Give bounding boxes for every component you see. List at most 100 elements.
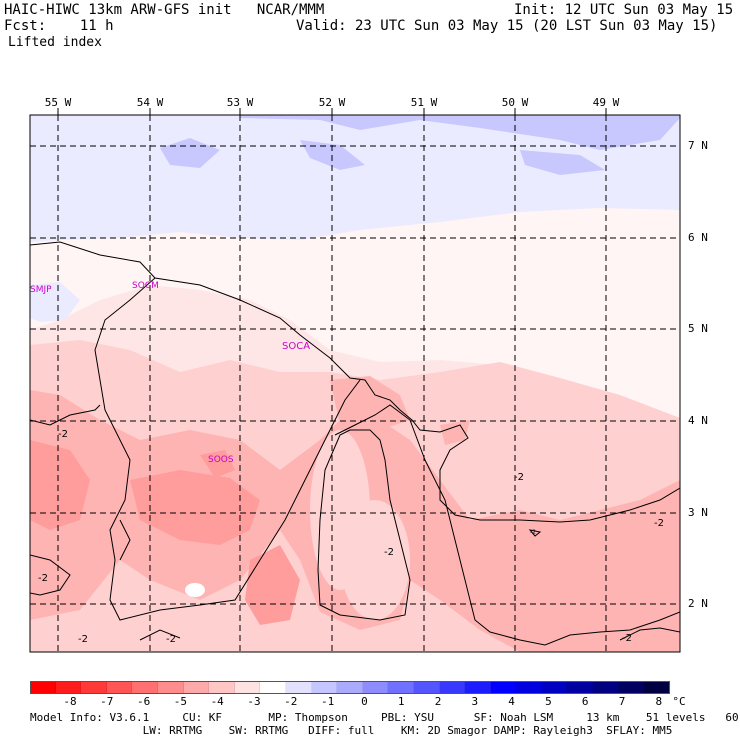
colorbar-swatch bbox=[260, 681, 286, 694]
colorbar-swatch bbox=[362, 681, 389, 694]
colorbar-swatch bbox=[81, 681, 107, 694]
model-info-line2: LW: RRTMG SW: RRTMG DIFF: full KM: 2D Sm… bbox=[30, 724, 673, 737]
forecast-hour: Fcst: 11 h bbox=[4, 18, 114, 34]
colorbar-swatch bbox=[337, 681, 363, 694]
contour-label: -2 bbox=[58, 429, 68, 440]
contour-label: -2 bbox=[384, 547, 394, 558]
axis-ticks bbox=[57, 108, 607, 115]
contour-minus-2 bbox=[119, 519, 131, 561]
colorbar-tick-label: 4 bbox=[508, 695, 515, 708]
field-region-positive-strong bbox=[520, 150, 605, 175]
colorbar-tick-label: 6 bbox=[581, 695, 589, 708]
contour-label: -2 bbox=[530, 529, 536, 536]
field-region-negative-3 bbox=[30, 440, 90, 530]
colorbar-tick-label: 3 bbox=[471, 695, 479, 708]
colorbar-swatch bbox=[285, 681, 312, 694]
lat-label: 2 N bbox=[688, 597, 708, 610]
lon-label: 51 W bbox=[410, 96, 438, 109]
station-label: SOCM bbox=[132, 281, 159, 291]
colorbar-swatch bbox=[234, 681, 261, 694]
colorbar-swatch bbox=[30, 681, 56, 694]
lat-lon-grid bbox=[30, 115, 680, 652]
init-time: Init: 12 UTC Sun 03 May 15 bbox=[514, 2, 734, 18]
station-label: SOCA bbox=[282, 341, 310, 352]
lon-label: 54 W bbox=[136, 96, 164, 109]
lon-label: 55 W bbox=[44, 96, 72, 109]
lon-label: 53 W bbox=[226, 96, 254, 109]
colorbar-swatch bbox=[439, 681, 466, 694]
valid-time: Valid: 23 UTC Sun 03 May 15 (20 LST Sun … bbox=[296, 18, 718, 34]
field-region-neutral bbox=[185, 583, 205, 597]
colorbar-swatch bbox=[183, 681, 210, 694]
colorbar-tick-label: -1 bbox=[320, 695, 335, 708]
lat-label: 5 N bbox=[688, 322, 708, 335]
colorbar-tick-label: 7 bbox=[618, 695, 626, 708]
colorbar-swatch bbox=[132, 681, 158, 694]
colorbar-swatch bbox=[593, 681, 619, 694]
colorbar-tick-label: -7 bbox=[100, 695, 114, 708]
colorbar-tick-label: 0 bbox=[361, 695, 368, 708]
colorbar-tick-label: -2 bbox=[284, 695, 298, 708]
field-region-negative-3 bbox=[200, 450, 235, 478]
border-west bbox=[30, 404, 101, 426]
contour-minus-2 bbox=[528, 529, 542, 537]
lat-label: 4 N bbox=[688, 414, 708, 427]
contour-label: -2 bbox=[38, 573, 48, 584]
colorbar-swatch bbox=[106, 681, 133, 694]
field-region-negative-2 bbox=[440, 420, 470, 445]
lat-label: 3 N bbox=[688, 506, 708, 519]
station-label: SOOS bbox=[208, 455, 234, 465]
colorbar-swatch bbox=[465, 681, 491, 694]
model-title: HAIC-HIWC 13km ARW-GFS init NCAR/MMM bbox=[4, 2, 325, 18]
field-name: Lifted index bbox=[8, 35, 102, 50]
field-region-negative-3 bbox=[130, 470, 260, 545]
station-label: SMJP bbox=[30, 285, 52, 295]
colorbar-swatch bbox=[567, 681, 594, 694]
field-region-negative-3 bbox=[245, 545, 300, 625]
colorbar-swatch bbox=[516, 681, 542, 694]
lon-label: 52 W bbox=[318, 96, 346, 109]
contour-label: -2 bbox=[514, 472, 524, 483]
colorbar-unit: °C bbox=[672, 695, 686, 708]
contour-label: -2 bbox=[654, 518, 664, 529]
colorbar bbox=[30, 681, 670, 694]
model-info-line1: Model Info: V3.6.1 CU: KF MP: Thompson P… bbox=[30, 711, 740, 724]
colorbar-swatch bbox=[209, 681, 235, 694]
contour-minus-2 bbox=[619, 627, 680, 641]
colorbar-swatch bbox=[157, 681, 184, 694]
lat-label: 7 N bbox=[688, 139, 708, 152]
contour-minus-2 bbox=[30, 554, 71, 596]
colorbar-swatch bbox=[490, 681, 517, 694]
colorbar-tick-label: -5 bbox=[173, 695, 188, 708]
colorbar-swatch bbox=[388, 681, 414, 694]
field-region-negative-2 bbox=[330, 376, 410, 430]
border-brazil-fr-guiana bbox=[334, 404, 680, 646]
contour-label: -2 bbox=[166, 634, 176, 645]
border-suriname-fr-guiana bbox=[94, 277, 361, 621]
colorbar-swatch bbox=[413, 681, 440, 694]
colorbar-tick-label: 2 bbox=[434, 695, 442, 708]
lat-label: 6 N bbox=[688, 231, 708, 244]
lon-label: 49 W bbox=[592, 96, 620, 109]
colorbar-tick-label: -4 bbox=[210, 695, 224, 708]
colorbar-swatch bbox=[618, 681, 645, 694]
contour-label: -2 bbox=[622, 633, 632, 644]
contour-label: -2 bbox=[78, 634, 88, 645]
map-frame bbox=[29, 114, 681, 653]
colorbar-tick-label: -8 bbox=[63, 695, 77, 708]
colorbar-tick-label: 8 bbox=[655, 695, 663, 708]
field-region-positive-strong bbox=[240, 115, 680, 150]
colorbar-tick-label: -6 bbox=[136, 695, 151, 708]
colorbar-tick-label: -3 bbox=[247, 695, 261, 708]
field-region-negative-1 bbox=[340, 500, 410, 620]
field-region-positive bbox=[30, 282, 80, 322]
colorbar-tick-label: 5 bbox=[545, 695, 552, 708]
colorbar-tick-label: 1 bbox=[397, 695, 405, 708]
coastline bbox=[30, 241, 680, 523]
colorbar-frame bbox=[30, 681, 670, 694]
river bbox=[317, 429, 411, 621]
colorbar-swatch bbox=[541, 681, 568, 694]
lon-label: 50 W bbox=[501, 96, 529, 109]
colorbar-swatch bbox=[55, 681, 82, 694]
